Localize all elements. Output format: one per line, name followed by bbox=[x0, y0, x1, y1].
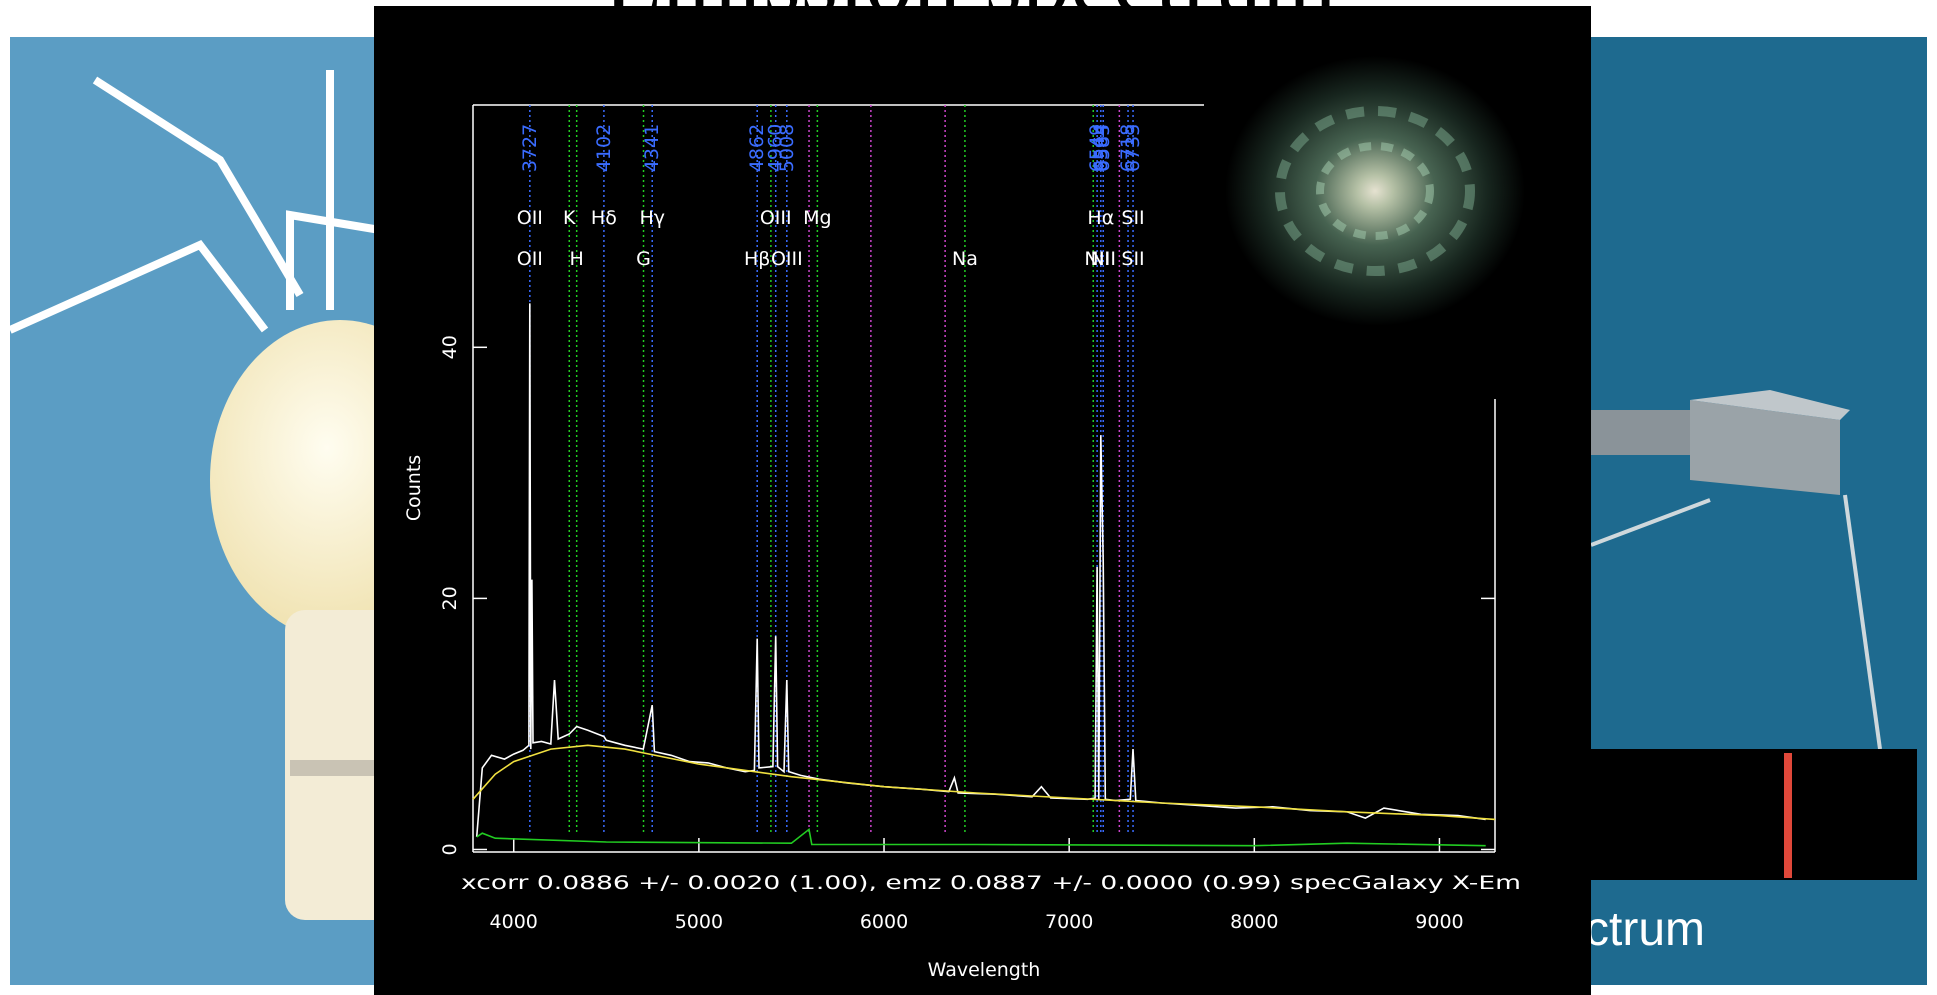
spectrometer bbox=[1580, 390, 1882, 750]
line-label: Na bbox=[952, 248, 978, 270]
wavelength-label: 5008 bbox=[776, 124, 798, 172]
line-label: OII bbox=[517, 207, 543, 229]
spectrum-band bbox=[1591, 749, 1917, 880]
x-tick-label: 5000 bbox=[675, 911, 723, 933]
wavelength-label: 4341 bbox=[641, 124, 663, 172]
y-tick-label: 40 bbox=[439, 335, 461, 359]
line-label: SII bbox=[1121, 248, 1144, 270]
line-label: Hγ bbox=[639, 207, 665, 229]
chart: 4000 5000 6000 7000 8000 9000 0 20 40 Wavelength C… bbox=[403, 104, 1521, 981]
x-axis-label: Wavelength bbox=[928, 959, 1041, 981]
wavelength-label: 3727 bbox=[519, 124, 541, 172]
line-label: Hβ bbox=[744, 248, 770, 270]
annotation: xcorr 0.0886 +/- 0.0020 (1.00), emz 0.08… bbox=[461, 872, 1521, 894]
wavelength-label: 6585 bbox=[1092, 124, 1114, 172]
line-label: G bbox=[636, 248, 651, 270]
y-tick-label: 0 bbox=[439, 843, 461, 855]
spectrum-line bbox=[472, 744, 1496, 821]
wavelength-label: 4960 bbox=[765, 124, 787, 172]
galaxy-image bbox=[1204, 6, 1591, 399]
line-label: NII bbox=[1091, 248, 1116, 270]
wavelength-label: 6733 bbox=[1122, 124, 1144, 172]
line-label: OIII bbox=[760, 207, 792, 229]
wavelength-label: 4102 bbox=[593, 124, 615, 172]
wavelength-label: 4862 bbox=[746, 124, 768, 172]
wavelength-label: 6564 bbox=[1090, 124, 1112, 172]
spectral-line bbox=[1784, 753, 1792, 878]
x-tick-label: 8000 bbox=[1230, 911, 1278, 933]
wavelength-label: 6549 bbox=[1086, 124, 1108, 172]
line-label: K bbox=[563, 207, 576, 229]
line-label: Hα bbox=[1087, 207, 1114, 229]
line-label: OIII bbox=[771, 248, 803, 270]
spectrum-line bbox=[475, 303, 1486, 837]
line-label: Hδ bbox=[591, 207, 617, 229]
spectrum-line bbox=[476, 827, 1486, 847]
line-label: H bbox=[570, 248, 584, 270]
y-axis-label: Counts bbox=[403, 455, 425, 521]
x-tick-label: 4000 bbox=[490, 911, 538, 933]
line-label: OII bbox=[517, 248, 543, 270]
line-label: Mg bbox=[803, 207, 831, 229]
x-tick-label: 7000 bbox=[1045, 911, 1093, 933]
x-tick-label: 6000 bbox=[860, 911, 908, 933]
y-tick-label: 20 bbox=[439, 586, 461, 610]
wavelength-label: 6718 bbox=[1117, 124, 1139, 172]
line-label: SII bbox=[1121, 207, 1144, 229]
x-tick-label: 9000 bbox=[1415, 911, 1463, 933]
line-label: NII bbox=[1084, 248, 1109, 270]
